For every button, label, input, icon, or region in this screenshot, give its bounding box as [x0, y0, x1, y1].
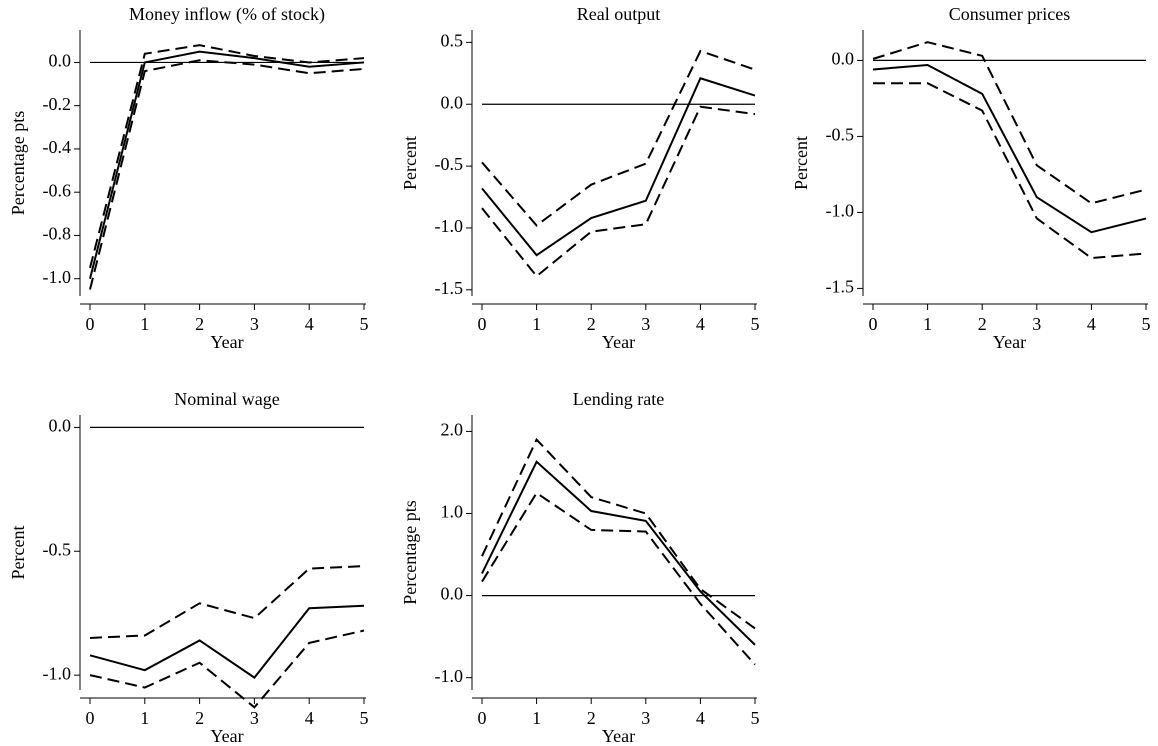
x-tick-label: 1 — [923, 314, 932, 334]
y-tick-label: -0.6 — [43, 180, 72, 200]
x-tick-label: 1 — [532, 708, 541, 728]
x-tick-label: 2 — [195, 708, 204, 728]
x-axis-label: Year — [602, 332, 635, 352]
y-tick-label: 0.0 — [441, 584, 464, 604]
series-line — [89, 604, 365, 679]
y-tick-label: -1.0 — [435, 666, 464, 686]
series-line — [872, 41, 1147, 205]
x-tick-label: 3 — [641, 314, 650, 334]
y-axis-label: Percentage pts — [8, 111, 28, 215]
y-axis-label: Percentage pts — [400, 500, 420, 604]
series-line — [872, 63, 1147, 234]
series-line — [481, 460, 756, 646]
y-tick-label: 0.5 — [441, 30, 464, 50]
y-tick-label: -1.0 — [43, 267, 72, 287]
x-tick-label: 2 — [587, 314, 596, 334]
x-tick-label: 4 — [696, 708, 705, 728]
x-tick-label: 5 — [360, 314, 369, 334]
x-tick-label: 3 — [641, 708, 650, 728]
y-tick-label: -1.5 — [435, 278, 464, 298]
x-tick-label: 0 — [478, 314, 487, 334]
x-tick-label: 4 — [305, 708, 314, 728]
x-tick-label: 0 — [86, 314, 95, 334]
panel-title: Lending rate — [573, 389, 664, 409]
y-axis-label: Percent — [400, 136, 420, 190]
y-axis-label: Percent — [791, 136, 811, 190]
series-line — [481, 49, 756, 227]
x-axis-label: Year — [602, 726, 635, 746]
y-tick-label: -0.8 — [43, 224, 72, 244]
y-tick-label: -0.5 — [826, 125, 855, 145]
x-tick-label: 0 — [869, 314, 878, 334]
panel-title: Consumer prices — [949, 4, 1070, 24]
y-tick-label: 0.0 — [49, 416, 72, 436]
x-tick-label: 2 — [195, 314, 204, 334]
y-tick-label: -0.5 — [435, 154, 464, 174]
y-tick-label: -1.0 — [43, 663, 72, 683]
y-tick-label: -0.4 — [43, 137, 72, 157]
x-tick-label: 1 — [140, 314, 149, 334]
series-line — [481, 77, 756, 257]
x-tick-label: 2 — [587, 708, 596, 728]
x-tick-label: 5 — [751, 708, 760, 728]
series-line — [481, 437, 756, 630]
series-line — [873, 82, 1147, 260]
series-line — [89, 50, 365, 279]
panel: Nominal wage -1.0 -0.5 0.0 0 1 2 3 4 5 Year Percent — [8, 389, 368, 746]
panel-title: Nominal wage — [174, 389, 279, 409]
x-tick-label: 3 — [250, 314, 259, 334]
x-tick-label: 5 — [360, 708, 369, 728]
y-tick-label: -1.0 — [435, 216, 464, 236]
y-tick-label: 0.0 — [441, 92, 464, 112]
x-tick-label: 0 — [478, 708, 487, 728]
panel-title: Real output — [577, 4, 661, 24]
x-tick-label: 0 — [86, 708, 95, 728]
x-tick-label: 3 — [250, 708, 259, 728]
y-tick-label: 2.0 — [441, 420, 464, 440]
x-axis-label: Year — [210, 332, 243, 352]
series-line — [89, 44, 365, 269]
x-tick-label: 4 — [1087, 314, 1096, 334]
x-tick-label: 4 — [305, 314, 314, 334]
panel: Consumer prices -1.5 -1.0 -0.5 0.0 0 1 2 3 4 5 Year… — [791, 4, 1150, 352]
y-axis-label: Percent — [8, 526, 28, 580]
x-tick-label: 2 — [978, 314, 987, 334]
y-tick-label: 0.0 — [832, 49, 855, 69]
y-tick-label: 1.0 — [441, 502, 464, 522]
x-tick-label: 5 — [1142, 314, 1151, 334]
x-axis-label: Year — [210, 726, 243, 746]
panel: Lending rate -1.0 0.0 1.0 2.0 0 1 2 3 4 5 Year Perce… — [400, 389, 759, 746]
x-tick-label: 4 — [696, 314, 705, 334]
series-line — [89, 629, 365, 709]
series-line — [481, 105, 756, 278]
y-tick-label: -0.5 — [43, 539, 72, 559]
panel-title: Money inflow (% of stock) — [129, 4, 325, 25]
y-tick-label: -0.2 — [43, 94, 72, 114]
series-line — [89, 565, 365, 639]
y-tick-label: -1.0 — [826, 201, 855, 221]
x-tick-label: 3 — [1032, 314, 1041, 334]
x-tick-label: 1 — [140, 708, 149, 728]
panel: Real output -1.5 -1.0 -0.5 0.0 0.5 0 1 2 3 4 5 Year P… — [400, 4, 759, 352]
y-tick-label: -1.5 — [826, 277, 855, 297]
series-line — [89, 59, 365, 290]
x-axis-label: Year — [993, 332, 1026, 352]
x-tick-label: 1 — [532, 314, 541, 334]
series-line — [481, 491, 756, 666]
x-tick-label: 5 — [751, 314, 760, 334]
y-tick-label: 0.0 — [49, 51, 72, 71]
panel: Money inflow (% of stock) -1.0 -0.8 -0.6 -0.… — [8, 4, 368, 352]
